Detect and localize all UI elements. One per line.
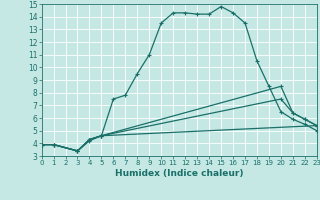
X-axis label: Humidex (Indice chaleur): Humidex (Indice chaleur) xyxy=(115,169,244,178)
